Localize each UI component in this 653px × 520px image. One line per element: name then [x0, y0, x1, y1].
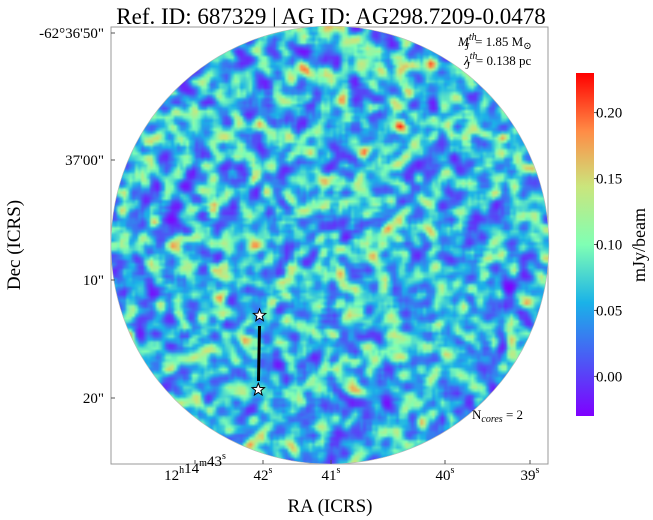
mass-unit: ⊙: [523, 41, 531, 52]
x-tick-label: 12h14m43s: [164, 451, 226, 484]
colorbar-tick-label: 0.00: [596, 369, 622, 385]
x-tick-label: 41s: [322, 465, 341, 484]
mass-annotation: Mth J = 1.85 M⊙ λth J = 0.138 pc: [457, 32, 532, 72]
x-tick-label: 40s: [436, 465, 455, 484]
colorbar-ticks: 0.00 0.05 0.10 0.15 0.20: [594, 106, 622, 385]
colorbar-tick-label: 0.10: [596, 238, 622, 254]
x-axis-label: RA (ICRS): [288, 496, 373, 517]
length-value: = 0.138 pc: [476, 53, 532, 68]
y-tick-label: 37'00": [65, 153, 104, 169]
y-tick-label: 20": [83, 391, 104, 407]
core-marker-2: [250, 381, 266, 397]
y-axis-ticks: -62°36'50" 37'00" 10" 20": [39, 26, 115, 407]
colorbar-label: mJy/beam: [629, 208, 649, 282]
ncores-annotation: Ncores = 2: [472, 407, 523, 425]
map-disk-edge: [110, 25, 550, 465]
noise-texture: [111, 26, 549, 464]
x-axis-ticks: 12h14m43s 42s 41s 40s 39s: [164, 451, 539, 484]
colorbar-tick-label: 0.15: [596, 172, 622, 188]
length-sub: J: [465, 61, 470, 72]
core-connector: [257, 325, 261, 382]
length-sup: th: [470, 51, 478, 62]
y-axis-label: Dec (ICRS): [4, 200, 25, 290]
mass-value: = 1.85 M: [475, 34, 524, 49]
x-tick-label: 42s: [254, 465, 273, 484]
y-tick-label: -62°36'50": [39, 26, 104, 42]
core-marker-1: [252, 307, 268, 322]
chart-title: Ref. ID: 687329 | AG ID: AG298.7209-0.04…: [116, 4, 545, 29]
colorbar-tick-label: 0.20: [596, 106, 622, 122]
y-tick-label: 10": [83, 273, 104, 289]
intensity-map: [111, 26, 549, 464]
mass-sup: th: [469, 32, 477, 43]
x-tick-label: 39s: [521, 465, 540, 484]
mass-symbol: M: [457, 34, 470, 49]
colorbar-tick-label: 0.05: [596, 303, 622, 319]
colorbar: [576, 73, 594, 416]
length-symbol: λ: [463, 53, 470, 68]
mass-sub: J: [465, 42, 470, 53]
